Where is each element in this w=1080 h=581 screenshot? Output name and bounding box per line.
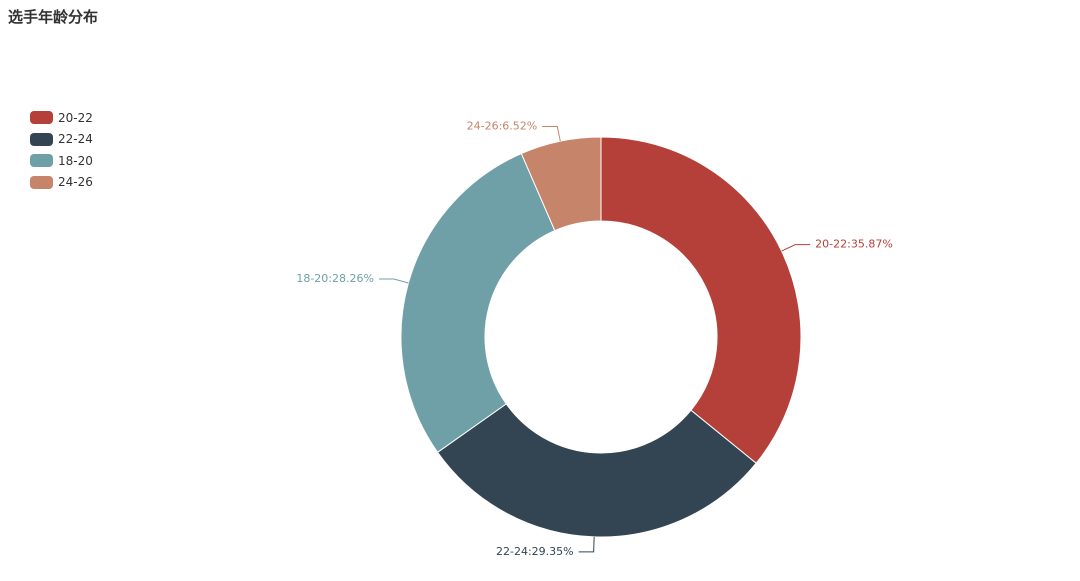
slice-18-20[interactable]	[400, 152, 556, 454]
label-line-18-20	[378, 278, 409, 284]
legend-swatch	[30, 132, 53, 146]
legend: 20-22 22-24 18-20 24-26	[30, 107, 93, 193]
data-label-22-24: 22-24:29.35%	[496, 545, 574, 558]
chart-title: 选手年龄分布	[8, 8, 99, 26]
legend-label: 20-22	[58, 110, 93, 125]
slice-22-24[interactable]	[436, 403, 757, 538]
legend-swatch	[30, 154, 53, 168]
legend-item-24-26[interactable]: 24-26	[30, 172, 93, 194]
legend-item-20-22[interactable]: 20-22	[30, 107, 93, 129]
slice-24-26[interactable]	[520, 136, 602, 232]
label-line-22-24	[578, 536, 595, 553]
data-label-24-26: 24-26:6.52%	[467, 119, 538, 132]
legend-label: 22-24	[58, 132, 93, 147]
label-line-24-26	[542, 125, 561, 142]
data-label-18-20: 18-20:28.26%	[296, 272, 374, 285]
legend-label: 18-20	[58, 153, 93, 168]
legend-item-18-20[interactable]: 18-20	[30, 150, 93, 172]
data-label-20-22: 20-22:35.87%	[815, 238, 893, 251]
legend-swatch	[30, 175, 53, 189]
legend-label: 24-26	[58, 175, 93, 190]
slice-20-22[interactable]	[600, 136, 802, 464]
legend-swatch	[30, 111, 53, 125]
legend-item-22-24[interactable]: 22-24	[30, 129, 93, 151]
label-line-20-22	[781, 244, 811, 252]
